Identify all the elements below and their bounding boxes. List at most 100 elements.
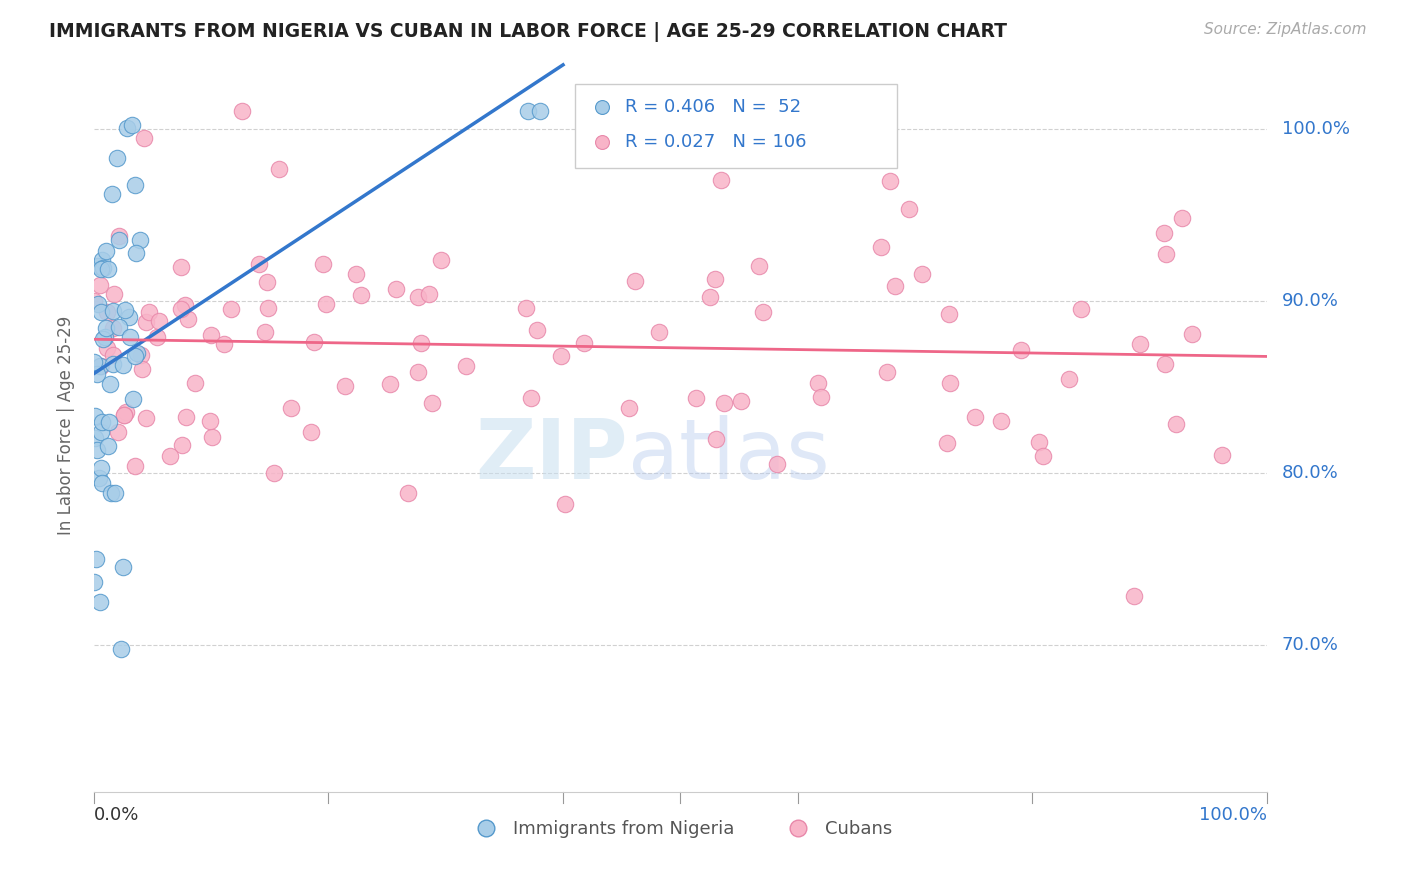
Point <box>212 337 235 351</box>
Point <box>174 298 197 312</box>
Point <box>97 262 120 277</box>
Point <box>107 233 129 247</box>
Text: R = 0.406   N =  52: R = 0.406 N = 52 <box>626 98 801 116</box>
Point <box>257 301 280 316</box>
Text: ZIP: ZIP <box>475 415 627 496</box>
Point <box>990 414 1012 428</box>
Point <box>256 275 278 289</box>
Point <box>411 335 433 350</box>
Point <box>1123 589 1146 603</box>
Point <box>103 286 125 301</box>
Point <box>704 433 727 447</box>
Point <box>112 409 135 423</box>
Point <box>84 551 107 566</box>
Legend: Immigrants from Nigeria, Cubans: Immigrants from Nigeria, Cubans <box>461 813 900 846</box>
Point <box>200 328 222 343</box>
Point <box>396 485 419 500</box>
FancyBboxPatch shape <box>575 84 897 168</box>
Point <box>134 131 156 145</box>
Point <box>100 186 122 201</box>
Point <box>938 307 960 321</box>
Point <box>169 260 191 274</box>
Point <box>89 277 111 292</box>
Point <box>879 174 901 188</box>
Point <box>315 297 337 311</box>
Point <box>98 377 121 392</box>
Point <box>90 415 112 429</box>
Point <box>198 414 221 428</box>
Point <box>748 259 770 273</box>
Point <box>302 334 325 349</box>
Point <box>454 359 477 373</box>
Point <box>129 348 152 362</box>
Point <box>269 161 291 176</box>
Point <box>810 390 832 404</box>
Point <box>247 257 270 271</box>
Point <box>936 436 959 450</box>
Point <box>125 246 148 260</box>
Point <box>963 410 986 425</box>
Point <box>90 305 112 319</box>
Point <box>90 252 112 267</box>
Point <box>1057 372 1080 386</box>
Point <box>135 315 157 329</box>
Point <box>703 272 725 286</box>
Point <box>623 274 645 288</box>
Point <box>107 425 129 439</box>
Point <box>124 459 146 474</box>
Point <box>384 282 406 296</box>
Point <box>114 405 136 419</box>
Point <box>1181 327 1204 342</box>
Point <box>128 233 150 247</box>
Point <box>114 303 136 318</box>
Point <box>333 378 356 392</box>
Point <box>104 486 127 500</box>
Point <box>101 357 124 371</box>
Point <box>876 365 898 379</box>
Point <box>89 359 111 373</box>
Point <box>96 320 118 334</box>
Point <box>159 449 181 463</box>
Point <box>378 377 401 392</box>
Text: 100.0%: 100.0% <box>1199 805 1267 823</box>
Point <box>938 376 960 390</box>
Point <box>90 359 112 374</box>
Point <box>90 261 112 276</box>
Point <box>870 240 893 254</box>
Point <box>807 376 830 390</box>
Point <box>91 476 114 491</box>
Point <box>591 316 613 330</box>
Point <box>83 355 105 369</box>
Point <box>90 425 112 439</box>
Text: 80.0%: 80.0% <box>1282 464 1339 483</box>
Point <box>101 320 124 334</box>
Point <box>344 267 367 281</box>
Point <box>108 320 131 334</box>
Point <box>93 330 115 344</box>
Point <box>110 641 132 656</box>
Point <box>96 244 118 258</box>
Point <box>172 438 194 452</box>
Point <box>112 559 135 574</box>
Point <box>100 485 122 500</box>
Text: R = 0.027   N = 106: R = 0.027 N = 106 <box>626 134 807 152</box>
Point <box>1129 336 1152 351</box>
Point <box>418 287 440 301</box>
Point <box>429 252 451 267</box>
Point <box>713 396 735 410</box>
Point <box>98 415 121 429</box>
Point <box>520 391 543 405</box>
Point <box>91 261 114 276</box>
Point <box>101 348 124 362</box>
Point <box>86 368 108 382</box>
Point <box>118 310 141 324</box>
Point <box>83 409 105 423</box>
Point <box>1028 434 1050 449</box>
Point <box>1154 247 1177 261</box>
Text: 100.0%: 100.0% <box>1282 120 1350 137</box>
Point <box>751 304 773 318</box>
Point <box>349 288 371 302</box>
Point <box>1010 343 1032 357</box>
Point <box>1153 357 1175 371</box>
Point <box>96 341 118 355</box>
